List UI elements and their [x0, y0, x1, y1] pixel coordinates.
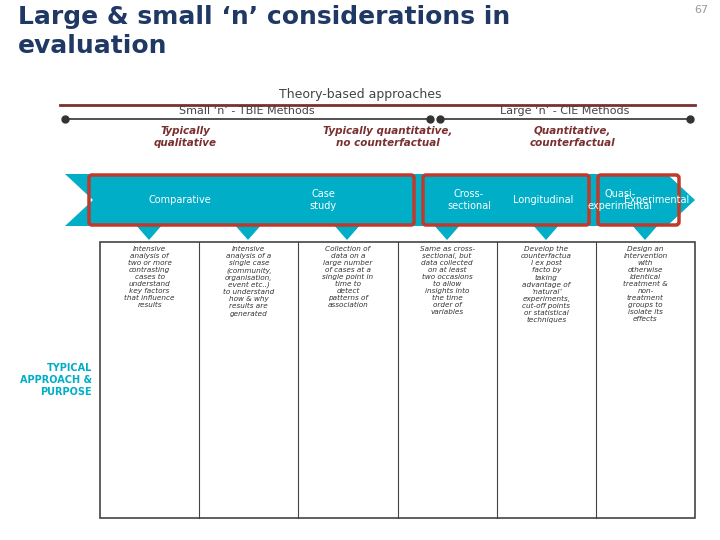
Text: TYPICAL
APPROACH &
PURPOSE: TYPICAL APPROACH & PURPOSE	[20, 362, 92, 397]
Text: Quantitative,
counterfactual: Quantitative, counterfactual	[529, 126, 615, 148]
Polygon shape	[532, 224, 560, 240]
Text: Intensive
analysis of a
single case
(community,
organisation,
event etc..)
to un: Intensive analysis of a single case (com…	[223, 246, 274, 316]
Polygon shape	[433, 224, 461, 240]
Polygon shape	[234, 224, 262, 240]
Polygon shape	[135, 224, 163, 240]
Text: Theory-based approaches: Theory-based approaches	[279, 88, 441, 101]
Text: Collection of
data on a
large number
of cases at a
single point in
time to
detec: Collection of data on a large number of …	[323, 246, 374, 308]
Text: Small ‘n’ - TBIE Methods: Small ‘n’ - TBIE Methods	[179, 106, 315, 116]
Text: Intensive
analysis of
two or more
contrasting
cases to
understand
key factors
th: Intensive analysis of two or more contra…	[125, 246, 175, 308]
Text: Comparative: Comparative	[148, 195, 211, 205]
Bar	[100, 242, 695, 518]
Text: Typically
qualitative: Typically qualitative	[153, 126, 217, 148]
Text: Case
study: Case study	[310, 189, 337, 211]
Text: Large ‘n’ - CIE Methods: Large ‘n’ - CIE Methods	[500, 106, 630, 116]
Text: Same as cross-
sectional, but
data collected
on at least
two occasions
to allow
: Same as cross- sectional, but data colle…	[420, 246, 474, 315]
Text: Large & small ‘n’ considerations in
evaluation: Large & small ‘n’ considerations in eval…	[18, 5, 510, 58]
Text: Design an
intervention
with
otherwise
identical
treatment &
non-
treatment
group: Design an intervention with otherwise id…	[623, 246, 667, 322]
Text: Develop the
counterfactua
l ex post
facto by
taking
advantage of
‘natural’
exper: Develop the counterfactua l ex post fact…	[521, 246, 572, 323]
Text: Typically quantitative,
no counterfactual: Typically quantitative, no counterfactua…	[323, 126, 453, 148]
Text: Longitudinal: Longitudinal	[513, 195, 573, 205]
Polygon shape	[333, 224, 361, 240]
Text: 67: 67	[694, 5, 708, 15]
Polygon shape	[65, 174, 695, 226]
Polygon shape	[631, 224, 659, 240]
Text: Cross-
sectional: Cross- sectional	[447, 189, 491, 211]
Text: Quasi-
experimental: Quasi- experimental	[588, 189, 653, 211]
Text: Experimental: Experimental	[624, 195, 689, 205]
